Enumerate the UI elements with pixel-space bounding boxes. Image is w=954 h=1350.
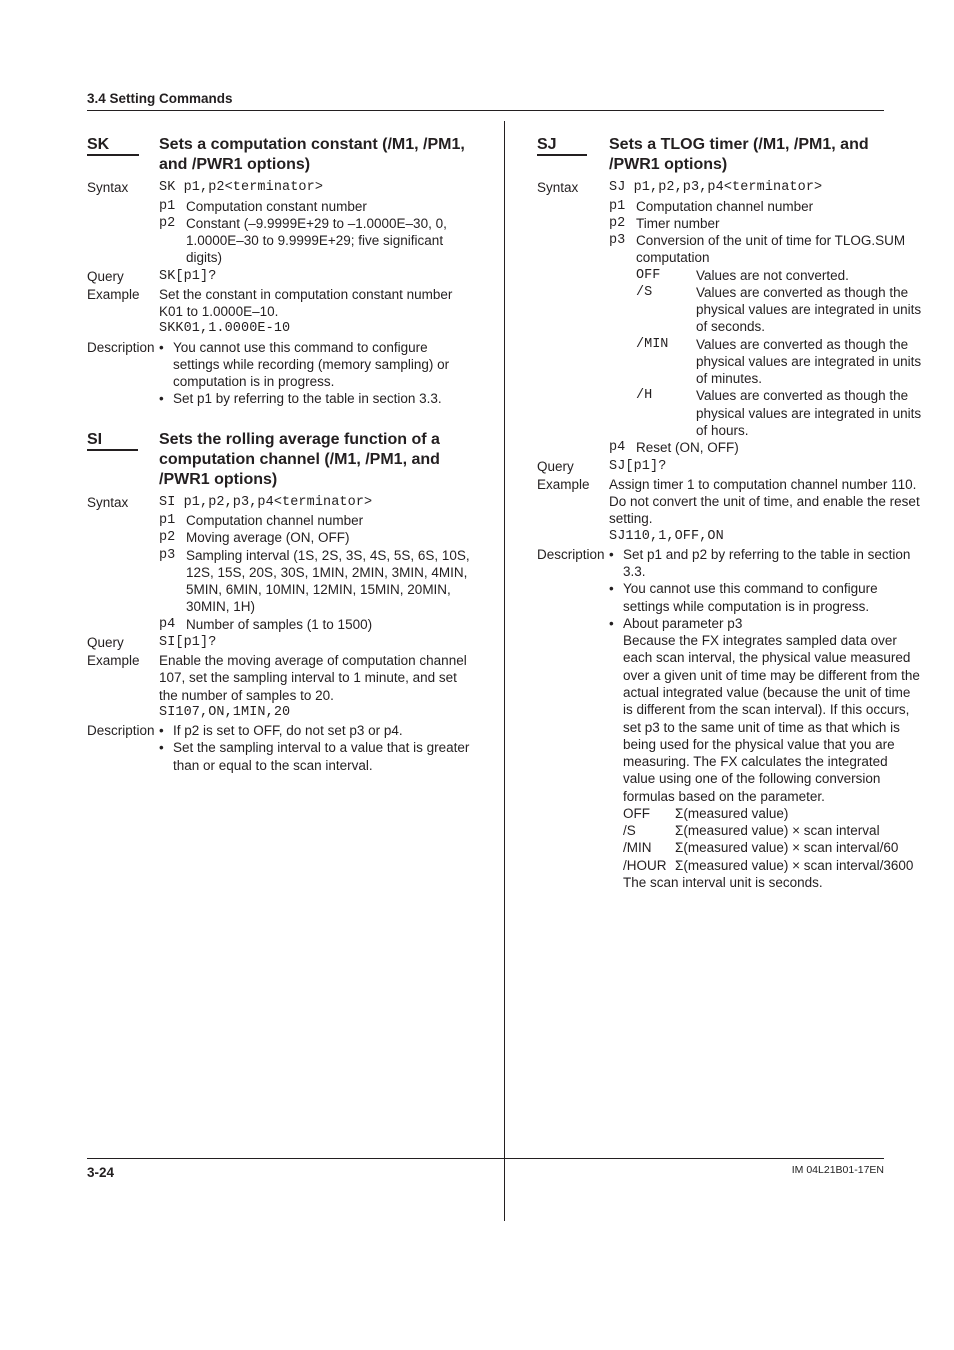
example-label: Example xyxy=(87,652,159,669)
param-row: p3 Conversion of the unit of time for TL… xyxy=(609,232,922,267)
example-label: Example xyxy=(537,476,609,493)
example-text: Set the constant in computation constant… xyxy=(159,286,472,321)
list-item: •Set the sampling interval to a value th… xyxy=(159,739,472,774)
param-row: p1 Computation channel number xyxy=(159,512,472,529)
param-row: p1 Computation channel number xyxy=(609,198,922,215)
trailer-text: The scan interval unit is seconds. xyxy=(609,874,922,891)
formula-row: /MIN Σ(measured value) × scan interval/6… xyxy=(623,839,922,856)
formula-row: /HOUR Σ(measured value) × scan interval/… xyxy=(623,857,922,874)
example-text: Enable the moving average of computation… xyxy=(159,652,472,704)
query-label: Query xyxy=(537,458,609,475)
option-row: /MIN Values are converted as though the … xyxy=(636,336,922,388)
option-row: /S Values are converted as though the ph… xyxy=(636,284,922,336)
command-code: SJ xyxy=(537,135,609,155)
command-title: Sets the rolling average function of a c… xyxy=(159,430,472,490)
param-row: p2 Constant (–9.9999E+29 to –1.0000E–30,… xyxy=(159,215,472,267)
syntax-label: Syntax xyxy=(537,179,609,196)
list-item: •About parameter p3 xyxy=(609,615,922,632)
example-text: Assign timer 1 to computation channel nu… xyxy=(609,476,922,528)
p3-note: Because the FX integrates sampled data o… xyxy=(609,632,922,805)
description-label: Description xyxy=(87,722,159,739)
section-header: 3.4 Setting Commands xyxy=(87,90,884,111)
param-row: p4 Number of samples (1 to 1500) xyxy=(159,616,472,633)
list-item: •If p2 is set to OFF, do not set p3 or p… xyxy=(159,722,472,739)
formula-row: OFF Σ(measured value) xyxy=(623,805,922,822)
query: SI[p1]? xyxy=(159,634,472,651)
example-code: SI107,ON,1MIN,20 xyxy=(159,704,472,721)
command-sk: SK Sets a computation constant (/M1, /PM… xyxy=(87,135,472,407)
option-row: OFF Values are not converted. xyxy=(636,267,922,284)
param-row: p4 Reset (ON, OFF) xyxy=(609,439,922,456)
query-label: Query xyxy=(87,268,159,285)
option-row: /H Values are converted as though the ph… xyxy=(636,387,922,439)
list-item: •Set p1 by referring to the table in sec… xyxy=(159,390,472,407)
syntax-label: Syntax xyxy=(87,494,159,511)
command-code: SI xyxy=(87,430,159,450)
description-label: Description xyxy=(87,339,159,356)
page-number: 3-24 xyxy=(87,1164,114,1181)
list-item: •You cannot use this command to configur… xyxy=(159,339,472,391)
example-code: SJ110,1,OFF,ON xyxy=(609,528,922,545)
command-title: Sets a computation constant (/M1, /PM1, … xyxy=(159,135,472,175)
syntax: SK p1,p2<terminator> xyxy=(159,179,472,196)
list-item: •You cannot use this command to configur… xyxy=(609,580,922,615)
command-code: SK xyxy=(87,135,159,155)
document-id: IM 04L21B01-17EN xyxy=(792,1164,884,1181)
query-label: Query xyxy=(87,634,159,651)
command-sj: SJ Sets a TLOG timer (/M1, /PM1, and /PW… xyxy=(537,135,922,891)
column-divider xyxy=(504,121,505,1221)
example-code: SKK01,1.0000E-10 xyxy=(159,320,472,337)
formula-row: /S Σ(measured value) × scan interval xyxy=(623,822,922,839)
syntax-label: Syntax xyxy=(87,179,159,196)
description-label: Description xyxy=(537,546,609,563)
example-label: Example xyxy=(87,286,159,303)
command-si: SI Sets the rolling average function of … xyxy=(87,430,472,774)
syntax: SJ p1,p2,p3,p4<terminator> xyxy=(609,179,922,196)
list-item: •Set p1 and p2 by referring to the table… xyxy=(609,546,922,581)
command-title: Sets a TLOG timer (/M1, /PM1, and /PWR1 … xyxy=(609,135,922,175)
page-footer: 3-24 IM 04L21B01-17EN xyxy=(87,1158,884,1181)
syntax: SI p1,p2,p3,p4<terminator> xyxy=(159,494,472,511)
query: SK[p1]? xyxy=(159,268,472,285)
param-row: p3 Sampling interval (1S, 2S, 3S, 4S, 5S… xyxy=(159,547,472,616)
right-column: SJ Sets a TLOG timer (/M1, /PM1, and /PW… xyxy=(537,121,922,1221)
left-column: SK Sets a computation constant (/M1, /PM… xyxy=(87,121,472,1221)
param-row: p1 Computation constant number xyxy=(159,198,472,215)
query: SJ[p1]? xyxy=(609,458,922,475)
param-row: p2 Moving average (ON, OFF) xyxy=(159,529,472,546)
param-row: p2 Timer number xyxy=(609,215,922,232)
